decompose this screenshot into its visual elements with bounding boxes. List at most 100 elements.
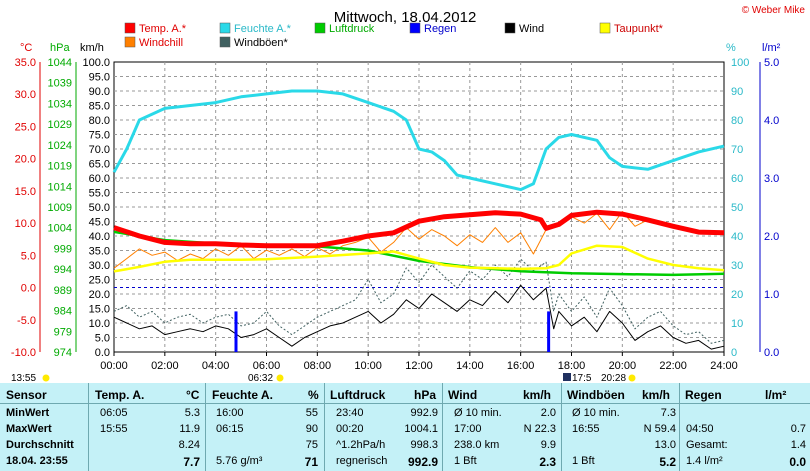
header-wind-unit: km/h	[523, 388, 552, 402]
header-wind: Wind	[448, 388, 478, 402]
series-line	[113, 244, 725, 273]
table-cell: 992.9	[407, 455, 438, 469]
current-time-label: 13:55	[11, 373, 36, 383]
legend-label: Luftdruck	[329, 23, 375, 35]
wind-tick-label: 15.0	[89, 304, 110, 316]
x-tick-label: 02:00	[151, 360, 179, 372]
table-cell: 75	[305, 439, 318, 451]
temp-tick-label: -5.0	[17, 315, 36, 327]
temp-tick-label: 15.0	[15, 186, 36, 198]
legend-label: Feuchte A.*	[234, 23, 292, 35]
rain-axis: 5.0 4.0 3.0 2.0 1.0 0.0	[759, 57, 779, 359]
table-cell: Ø 10 min.	[572, 407, 620, 419]
temp-tick-label: 30.0	[15, 89, 36, 101]
kmh-unit-label: km/h	[80, 42, 104, 54]
pressure-tick-label: 1004	[48, 223, 72, 235]
wind-tick-label: 80.0	[89, 115, 110, 127]
pressure-tick-label: 984	[54, 306, 72, 318]
table-cell: 1.4	[790, 439, 806, 451]
pressure-tick-label: 1009	[48, 202, 72, 214]
x-tick-label: 16:00	[507, 360, 535, 372]
table-cell: 8.24	[178, 439, 200, 451]
series-line	[113, 209, 725, 249]
weather-chart: Mittwoch, 18.04.2012 © Weber Mike °C hPa…	[11, 5, 806, 383]
wind-tick-label: 40.0	[89, 231, 110, 243]
wind-tick-label: 5.0	[95, 333, 110, 345]
table-cell: 0.0	[789, 455, 806, 469]
current-time-sun-icon	[42, 374, 50, 382]
humidity-tick-label: 40	[731, 231, 743, 243]
legend-label: Wind	[519, 23, 544, 35]
rain-tick-label: 5.0	[764, 57, 779, 69]
table-cell: 11.9	[179, 423, 200, 435]
wind-tick-label: 45.0	[89, 217, 110, 229]
table-cell: 06:05	[100, 407, 128, 419]
table-cell: 5.76 g/m³	[216, 455, 263, 467]
table-cell: 998.3	[410, 439, 438, 451]
wind-tick-label: 0.0	[95, 347, 110, 359]
rain-bar	[547, 311, 551, 352]
legend-swatch	[409, 22, 421, 34]
wind-tick-label: 10.0	[89, 318, 110, 330]
plot-series	[112, 89, 725, 352]
table-cell: 16:55	[572, 423, 600, 435]
rain-bar	[234, 311, 238, 352]
sunrise-sun-icon	[276, 374, 284, 382]
table-cell: 238.0 km	[454, 439, 500, 451]
x-tick-label: 00:00	[100, 360, 128, 372]
wind-tick-label: 100.0	[82, 57, 110, 69]
wind-tick-label: 75.0	[89, 130, 110, 142]
table-divider	[324, 383, 325, 471]
table-cell: 16:00	[216, 407, 244, 419]
pressure-tick-label: 979	[54, 326, 72, 338]
wind-axis: 100.0 95.0 90.0 85.0 80.0 75.0 70.0 65.0 60.0 55.…	[82, 57, 110, 359]
wind-tick-label: 20.0	[89, 289, 110, 301]
table-cell: 13.0	[654, 439, 676, 451]
temp-tick-label: 5.0	[21, 250, 36, 262]
header-temp-unit: °C	[186, 388, 200, 402]
row-label: 18.04. 23:55	[6, 455, 68, 467]
table-cell: 0.7	[790, 423, 806, 435]
sun-markers: 13:55 06:32 17:5 20:28	[11, 373, 636, 383]
pressure-tick-label: 999	[54, 243, 72, 255]
rain-unit-label: l/m²	[762, 42, 781, 54]
sunset-sun-icon	[628, 374, 636, 382]
humidity-tick-label: 70	[731, 144, 743, 156]
table-cell: 90	[305, 423, 318, 435]
series-line	[113, 284, 725, 350]
table-cell: ^1.2hPa/h	[336, 439, 386, 451]
humidity-tick-label: 50	[731, 202, 743, 214]
humidity-tick-label: 60	[731, 173, 743, 185]
pct-unit-label: %	[726, 42, 736, 54]
legend-label: Windböen*	[234, 37, 289, 49]
table-cell: 04:50	[686, 423, 714, 435]
table-cell: 17:00	[454, 423, 482, 435]
legend-swatch	[219, 22, 231, 34]
rain-tick-label: 0.0	[764, 347, 779, 359]
table-cell: 15:55	[100, 423, 128, 435]
x-tick-label: 04:00	[202, 360, 230, 372]
x-tick-label: 06:00	[253, 360, 281, 372]
table-cell: 23:40	[336, 407, 364, 419]
table-cell: 1004.1	[404, 423, 438, 435]
wind-tick-label: 65.0	[89, 159, 110, 171]
header-gusts-unit: km/h	[642, 388, 671, 402]
legend-swatch	[219, 36, 231, 48]
temp-axis: 35.0 30.0 25.0 20.0 15.0 10.0 5.0 0.0 -5.0 -10.0	[11, 57, 41, 359]
wind-tick-label: 50.0	[89, 202, 110, 214]
x-tick-label: 08:00	[304, 360, 332, 372]
header-humidity: Feuchte A.	[212, 388, 273, 402]
table-cell: 1.4 l/m²	[686, 455, 723, 467]
x-tick-label: 24:00	[710, 360, 738, 372]
copyright-label: © Weber Mike	[742, 5, 806, 16]
header-rain: Regen	[685, 388, 722, 402]
table-cell: 5.2	[659, 455, 676, 469]
temp-tick-label: 25.0	[15, 121, 36, 133]
wind-tick-label: 55.0	[89, 188, 110, 200]
summary-table: Sensor Temp. A. °C Feuchte A. % Luftdruc…	[0, 383, 810, 471]
legend-swatch	[599, 22, 611, 34]
temp-tick-label: 0.0	[21, 283, 36, 295]
humidity-tick-label: 10	[731, 318, 743, 330]
chart-legend: Temp. A.* Feuchte A.* Luftdruck Regen Wind Ta…	[124, 22, 664, 49]
table-cell: 7.7	[183, 455, 200, 469]
